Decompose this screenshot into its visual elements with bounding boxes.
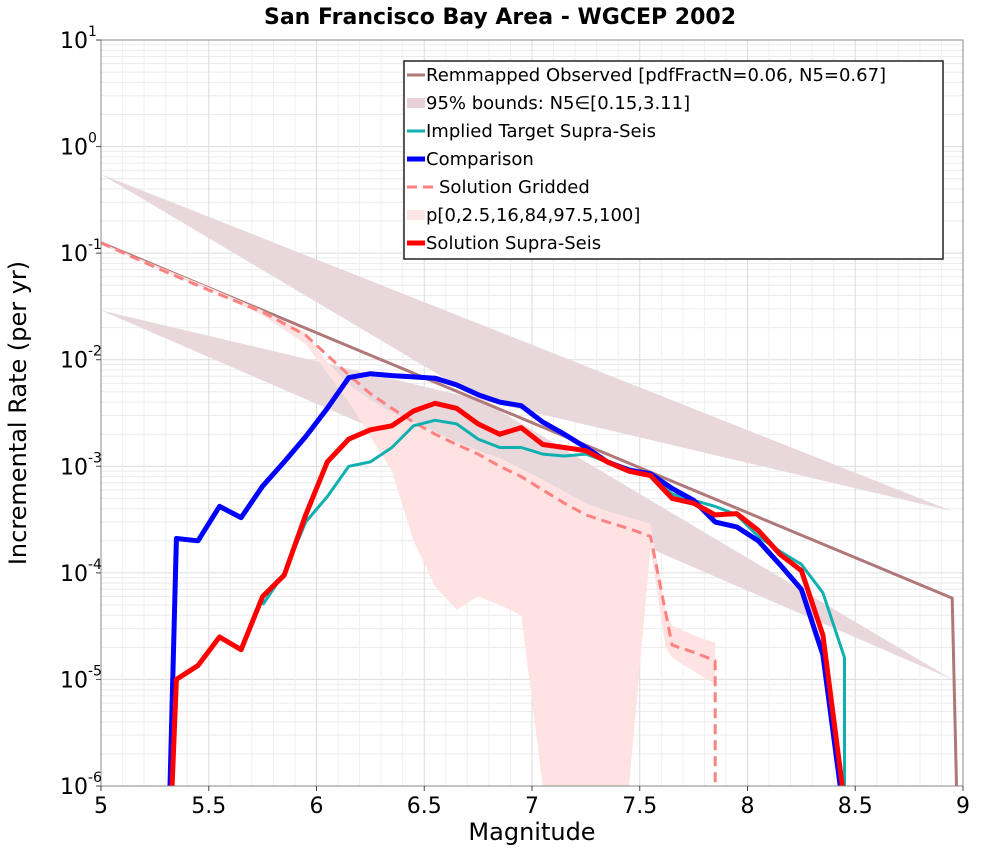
legend-label: 95% bounds: N5∈[0.15,3.11] <box>426 93 690 114</box>
y-tick-base: 10 <box>60 349 88 374</box>
y-tick-label: 10-4 <box>60 557 102 587</box>
x-tick-label: 7.5 <box>622 794 657 819</box>
y-tick-label: 10-5 <box>60 663 102 693</box>
x-axis-ticks: 5 5.5 6 6.5 7 7.5 8 8.5 9 <box>94 786 970 819</box>
legend-entry: Implied Target Supra-Seis <box>407 121 656 142</box>
x-axis-label: Magnitude <box>468 818 595 846</box>
legend-label: Implied Target Supra-Seis <box>426 121 656 142</box>
y-tick-base: 10 <box>60 242 88 267</box>
y-tick-exponent: 0 <box>88 131 97 147</box>
x-tick-label: 5.5 <box>191 794 226 819</box>
series-solution-gridded <box>100 241 717 786</box>
series-remmapped-observed <box>100 241 958 787</box>
y-tick-label: 101 <box>60 24 97 54</box>
y-tick-label: 10-3 <box>60 450 102 480</box>
legend-entry: Remmapped Observed [pdfFractN=0.06, N5=0… <box>407 65 886 86</box>
y-tick-exponent: 1 <box>88 24 97 40</box>
legend-entry: p[0,2.5,16,84,97.5,100] <box>407 205 640 226</box>
legend-label: Solution Supra-Seis <box>426 233 601 254</box>
legend-label: Comparison <box>426 149 534 170</box>
legend-entry: Solution Gridded <box>407 177 590 198</box>
series-95-bounds-band <box>101 174 953 680</box>
legend: Remmapped Observed [pdfFractN=0.06, N5=0… <box>403 60 944 260</box>
legend-swatch <box>407 210 425 220</box>
y-tick-base: 10 <box>60 29 88 54</box>
y-tick-base: 10 <box>60 136 88 161</box>
legend-label: Remmapped Observed [pdfFractN=0.06, N5=0… <box>426 65 886 86</box>
x-tick-label: 8 <box>741 794 755 819</box>
x-tick-label: 8.5 <box>838 794 873 819</box>
y-tick-label: 10-2 <box>60 344 102 374</box>
x-tick-label: 5 <box>94 794 108 819</box>
series-solution-gridded-spread <box>101 242 716 787</box>
legend-entry: 95% bounds: N5∈[0.15,3.11] <box>407 93 690 114</box>
x-tick-label: 9 <box>956 794 970 819</box>
y-tick-exponent: -2 <box>88 344 102 360</box>
legend-box <box>403 60 944 260</box>
y-tick-exponent: -5 <box>88 663 102 679</box>
legend-label: Solution Gridded <box>439 177 590 198</box>
series-solution-supra-seis <box>169 400 845 787</box>
x-tick-label: 6.5 <box>407 794 442 819</box>
y-tick-exponent: -6 <box>88 770 102 786</box>
y-tick-label: 100 <box>60 131 97 161</box>
series-layer <box>100 174 958 787</box>
y-tick-base: 10 <box>60 455 88 480</box>
y-tick-label: 10-1 <box>60 237 102 267</box>
legend-entry: Solution Supra-Seis <box>407 233 601 254</box>
y-axis-label: Incremental Rate (per yr) <box>4 261 32 565</box>
y-tick-exponent: -4 <box>88 557 102 573</box>
legend-label: p[0,2.5,16,84,97.5,100] <box>426 205 640 226</box>
y-tick-exponent: -1 <box>88 237 102 253</box>
chart-title: San Francisco Bay Area - WGCEP 2002 <box>264 5 736 30</box>
x-tick-label: 7 <box>525 794 539 819</box>
y-tick-base: 10 <box>60 668 88 693</box>
y-tick-base: 10 <box>60 562 88 587</box>
series-comparison <box>167 371 843 787</box>
y-tick-exponent: -3 <box>88 450 102 466</box>
y-tick-label: 10-6 <box>60 770 102 800</box>
legend-swatch <box>407 98 425 108</box>
x-tick-label: 6 <box>310 794 324 819</box>
legend-entry: Comparison <box>407 149 534 170</box>
y-tick-base: 10 <box>60 775 88 800</box>
